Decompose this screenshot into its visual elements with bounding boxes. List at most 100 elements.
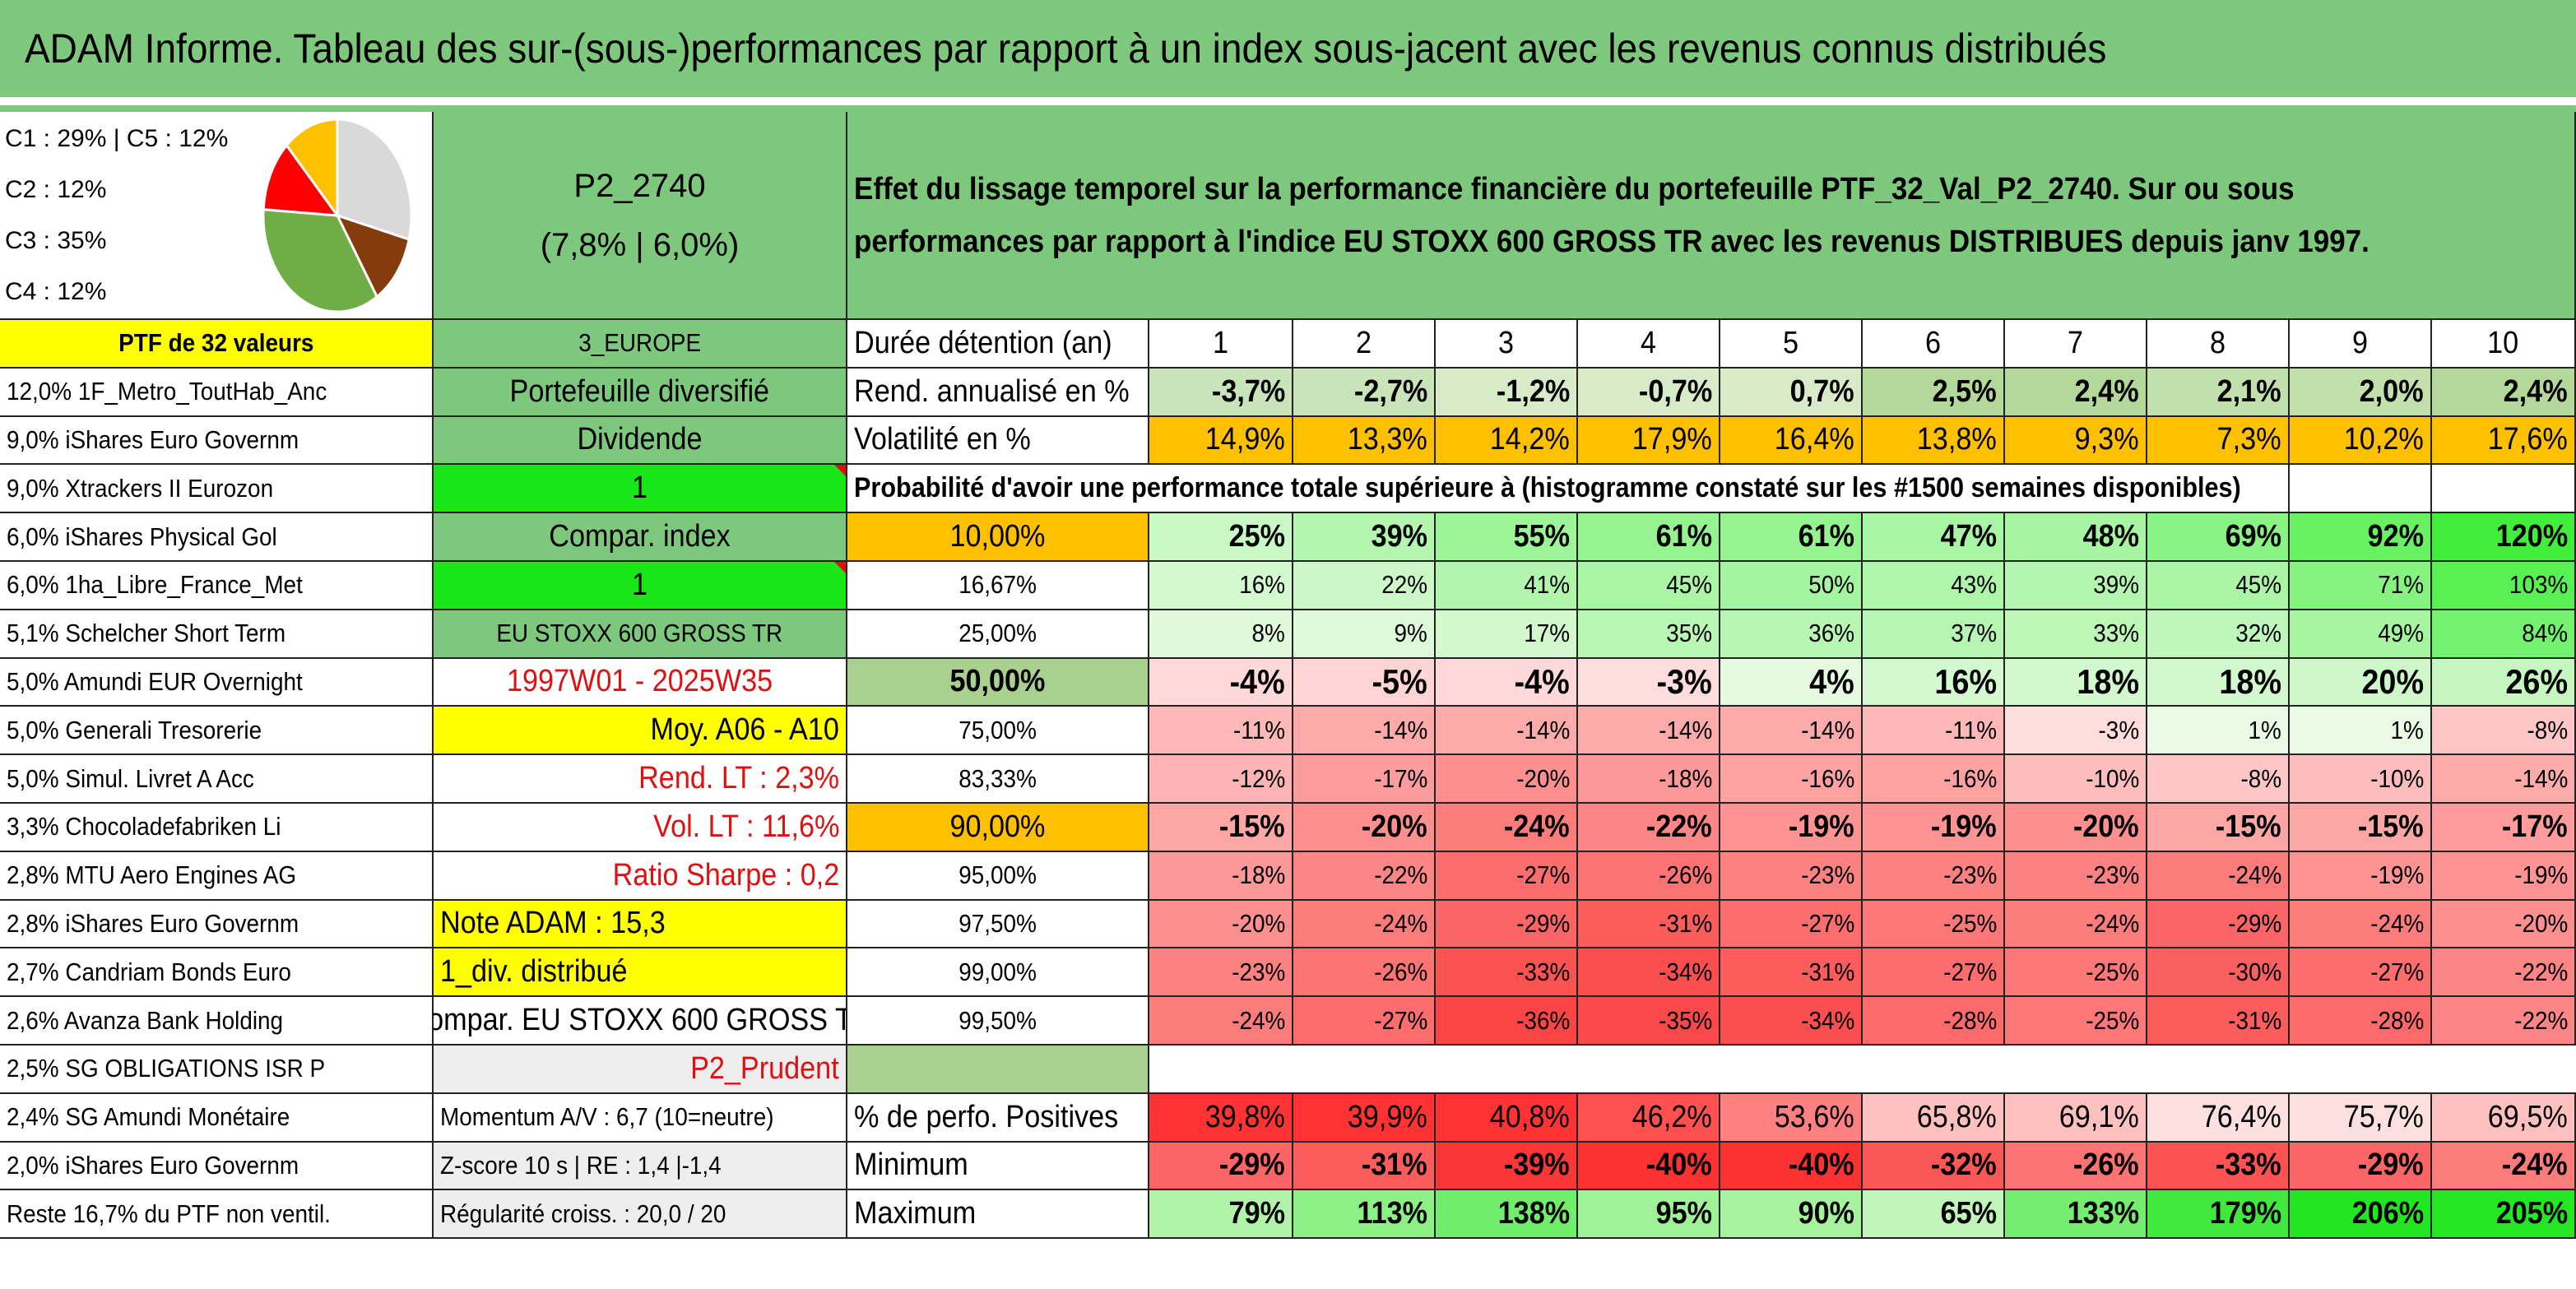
quantile-value-text: -20% [1231, 908, 1285, 938]
quantile-value: -17% [1293, 755, 1436, 804]
pie-slice-c1 [336, 118, 413, 242]
quantile-value: 41% [1436, 562, 1578, 610]
vol-value-text: 14,9% [1205, 422, 1285, 457]
positive-value: 46,2% [1578, 1093, 1720, 1143]
quantile-label-text: 95,00% [958, 860, 1037, 890]
minimum-value: -39% [1436, 1142, 1578, 1191]
quantile-value-text: -29% [1515, 908, 1570, 938]
quantile-value: -11% [1863, 707, 2005, 756]
info-cell: Régularité croiss. : 20,0 / 20 [434, 1190, 847, 1240]
quantile-value-text: -3% [1656, 661, 1712, 701]
quantile-value-text: -27% [1800, 908, 1854, 938]
quantile-value-text: -24% [2227, 860, 2281, 890]
quantile-value: -27% [2290, 948, 2432, 998]
quantile-value-text: -12% [1231, 763, 1285, 793]
rend-value-text: -2,7% [1353, 373, 1427, 409]
year-header-text: 10 [2487, 325, 2519, 360]
quantile-value-text: 1% [2390, 715, 2424, 744]
quantile-value: -12% [1149, 755, 1293, 804]
year-header: 4 [1578, 320, 1720, 369]
holding-row-text: 3,3% Chocoladefabriken Li [7, 812, 281, 842]
info-cell-text: Z-score 10 s | RE : 1,4 |-1,4 [440, 1150, 722, 1180]
holding-row-text: 6,0% iShares Physical Gol [7, 522, 277, 551]
vol-value: 14,2% [1436, 416, 1578, 466]
empty-cell [2290, 465, 2432, 514]
quantile-value-text: 36% [1808, 619, 1854, 648]
holding-row-text: 2,0% iShares Euro Governm [7, 1150, 299, 1180]
positive-value: 65,8% [1863, 1093, 2005, 1143]
quantile-value: 47% [1863, 513, 2005, 562]
quantile-value-text: 49% [2378, 619, 2424, 648]
holding-row: 2,5% SG OBLIGATIONS ISR P [0, 1046, 434, 1094]
info-cell-text: Portefeuille diversifié [509, 373, 770, 409]
quantile-label: 99,00% [847, 948, 1149, 998]
quantile-value-text: -25% [1942, 908, 1997, 938]
maximum-value: 179% [2147, 1190, 2290, 1240]
holding-row: 9,0% iShares Euro Governm [0, 416, 434, 466]
holdings-header: PTF de 32 valeurs [0, 320, 434, 369]
quantile-value: -31% [2147, 997, 2290, 1046]
quantile-value-text: -26% [1658, 860, 1712, 890]
holding-row-text: 2,8% MTU Aero Engines AG [7, 860, 297, 890]
quantile-value-text: 33% [2093, 619, 2139, 648]
info-cell: Ratio Sharpe : 0,2 [434, 851, 847, 901]
maximum-value-text: 90% [1798, 1196, 1854, 1231]
quantile-value-text: -19% [2513, 860, 2568, 890]
quantile-value: -18% [1578, 755, 1720, 804]
quantile-value: 39% [1293, 513, 1436, 562]
minimum-value-text: -40% [1789, 1148, 1854, 1183]
quantile-value: -34% [1578, 948, 1720, 998]
quantile-value-text: -23% [1942, 860, 1997, 890]
maximum-label: Maximum [847, 1190, 1149, 1240]
quantile-value-text: 22% [1381, 570, 1427, 600]
quantile-value-text: -10% [2085, 763, 2139, 793]
minimum-value: -26% [2005, 1142, 2147, 1191]
info-cell-text: 3_EUROPE [578, 328, 701, 358]
rend-value-text: 2,5% [1933, 373, 1997, 409]
quantile-value-text: -8% [2527, 715, 2568, 744]
year-header: 3 [1436, 320, 1578, 369]
quantile-value: 61% [1578, 513, 1720, 562]
probability-title-text: Probabilité d'avoir une performance tota… [854, 472, 2241, 504]
vol-value: 9,3% [2005, 416, 2147, 466]
quantile-value-text: -24% [1373, 908, 1427, 938]
year-header-text: 8 [2209, 325, 2226, 360]
quantile-value-text: 55% [1513, 519, 1570, 554]
maximum-value: 113% [1293, 1190, 1436, 1240]
positive-value-text: 39,8% [1205, 1099, 1285, 1134]
vol-value: 16,4% [1720, 416, 1863, 466]
holding-row: 2,4% SG Amundi Monétaire [0, 1093, 434, 1143]
positive-value: 40,8% [1436, 1093, 1578, 1143]
blank-row [1149, 1046, 2576, 1094]
rend-value-text: -1,2% [1496, 373, 1570, 409]
maximum-value-text: 79% [1228, 1196, 1285, 1231]
quantile-value: -14% [1578, 707, 1720, 756]
quantile-value-text: -26% [1373, 957, 1427, 986]
portfolio-description-cell: Effet du lissage temporel sur la perform… [847, 112, 2576, 320]
minimum-value-text: -24% [2502, 1148, 2568, 1183]
quantile-value: 45% [2147, 562, 2290, 610]
vol-value-text: 14,2% [1490, 422, 1570, 457]
quantile-value-text: 16% [1934, 661, 1997, 701]
holding-row: Reste 16,7% du PTF non ventil. [0, 1190, 434, 1240]
quantile-value: 32% [2147, 610, 2290, 659]
year-header: 1 [1149, 320, 1293, 369]
report-title: ADAM Informe. Tableau des sur-(sous-)per… [25, 26, 2107, 72]
quantile-value-text: -31% [1800, 957, 1854, 986]
vol-value-text: 13,8% [1917, 422, 1997, 457]
quantile-value-text: -29% [2227, 908, 2281, 938]
quantile-value: -22% [2432, 948, 2576, 998]
rend-value: -0,7% [1578, 368, 1720, 417]
maximum-value-text: 206% [2351, 1196, 2424, 1231]
year-header: 5 [1720, 320, 1863, 369]
report-grid: C1 : 29% | C5 : 12% C2 : 12% C3 : 35% C4 : … [0, 112, 2576, 1289]
quantile-value-text: -27% [1515, 860, 1570, 890]
quantile-value: -17% [2432, 804, 2576, 852]
positive-value: 76,4% [2147, 1093, 2290, 1143]
quantile-value: 84% [2432, 610, 2576, 659]
quantile-value: -28% [2290, 997, 2432, 1046]
quantile-label-text: 50,00% [949, 664, 1046, 699]
quantile-value-text: -25% [2085, 957, 2139, 986]
rend-value: -1,2% [1436, 368, 1578, 417]
minimum-value: -29% [1149, 1142, 1293, 1191]
